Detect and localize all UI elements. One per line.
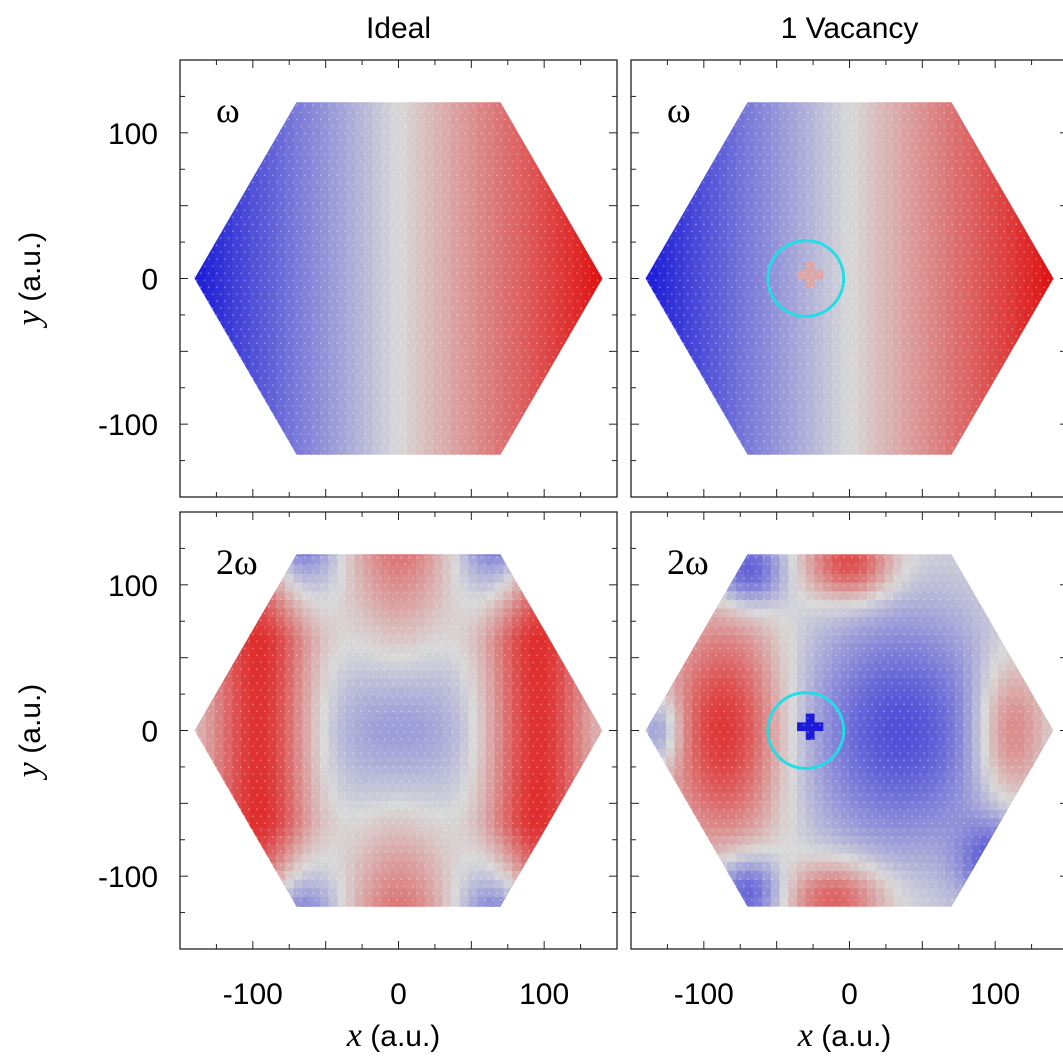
vacancy-circle: [766, 239, 846, 318]
x-axis-label: x (a.u.): [346, 1017, 441, 1054]
heatmap-1: [194, 102, 603, 455]
column-title: 1 Vacancy: [781, 12, 919, 45]
panel-1: 100 0 -100 ω Ideal y (a.u.): [11, 12, 618, 498]
panel-4: -100 0 100 2ω x (a.u.): [630, 511, 1063, 1054]
x-tick-label: -100: [674, 978, 734, 1011]
x-axis-label: x (a.u.): [797, 1017, 892, 1054]
y-tick-label: 0: [141, 264, 158, 297]
y-tick-label: 100: [108, 118, 158, 151]
heatmap-2: [645, 102, 1054, 455]
lattice-dots-1: [195, 104, 603, 455]
x-tick-label: -100: [223, 978, 283, 1011]
heatmap-3: [194, 554, 603, 907]
panel-label: ω: [667, 90, 691, 130]
y-tick-label: -100: [98, 861, 158, 894]
panel-3: 100 0 -100 -100 0 100 2ω y (a.u.) x (a.u.): [11, 511, 618, 1054]
vacancy-circle: [766, 691, 846, 770]
y-tick-label: -100: [98, 409, 158, 442]
panel-label: ω: [216, 90, 240, 130]
x-tick-label: 0: [390, 978, 407, 1011]
panel-label: 2ω: [667, 542, 709, 582]
heatmap-4: [645, 554, 1054, 907]
panel-label: 2ω: [216, 542, 258, 582]
x-tick-label: 0: [841, 978, 858, 1011]
y-axis-label: y (a.u.): [11, 684, 48, 781]
x-tick-label: 100: [970, 978, 1020, 1011]
x-tick-label: 100: [519, 978, 569, 1011]
column-title: Ideal: [366, 12, 431, 45]
y-tick-label: 0: [141, 716, 158, 749]
y-tick-label: 100: [108, 570, 158, 603]
y-axis-label: y (a.u.): [11, 232, 48, 329]
panel-2: ω 1 Vacancy: [630, 12, 1063, 498]
